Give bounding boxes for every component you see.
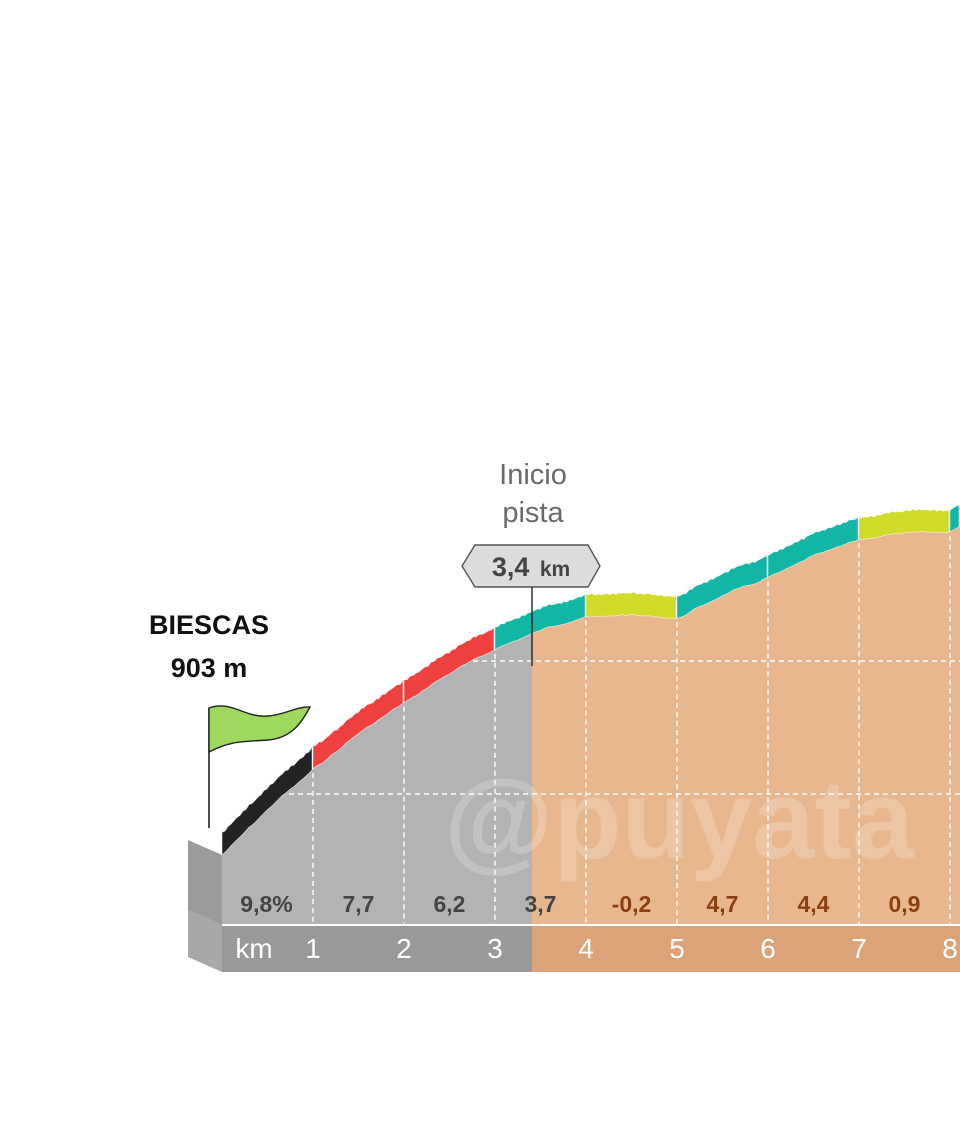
base-face-lower xyxy=(188,910,222,972)
km-tick-label: 2 xyxy=(396,933,412,964)
marker-value-number: 3,4 xyxy=(492,552,530,582)
gradient-ribbon xyxy=(221,504,960,856)
base-block xyxy=(188,840,222,972)
marker-label-line1: Inicio xyxy=(499,459,567,491)
km-tick-label: 7 xyxy=(851,933,867,964)
marker-value: 3,4 km xyxy=(492,552,570,582)
km-tick-label: 6 xyxy=(760,933,776,964)
km-axis: km 1 2 3 4 5 6 7 8 xyxy=(235,933,957,964)
km-axis-unit: km xyxy=(235,933,272,964)
ribbon-segment-red xyxy=(403,626,495,704)
km-tick-label: 8 xyxy=(942,933,958,964)
grade-label: 4,7 xyxy=(707,891,739,917)
km-tick-label: 3 xyxy=(487,933,503,964)
marker-value-unit: km xyxy=(540,558,570,581)
ribbon-segment-teal xyxy=(676,554,768,619)
grade-labels: 9,8% 7,7 6,2 3,7 -0,2 4,7 4,4 0,9 xyxy=(240,891,920,917)
ribbon-segment-lime xyxy=(585,591,677,619)
base-face-upper xyxy=(188,840,222,925)
grade-label: 3,7 xyxy=(525,891,557,917)
ribbon-segment-teal xyxy=(949,504,960,533)
ribbon-segment-teal xyxy=(767,516,859,579)
marker-label-line2: pista xyxy=(502,497,564,529)
grade-label: 6,2 xyxy=(434,891,466,917)
km-tick-label: 4 xyxy=(578,933,594,964)
grid xyxy=(280,535,960,925)
ribbon-segment-teal xyxy=(494,593,586,651)
grade-label: 9,8% xyxy=(240,891,292,917)
start-marker: BIESCAS 903 m xyxy=(149,610,312,828)
grade-label: 0,9 xyxy=(889,891,921,917)
ribbon-segment-red xyxy=(312,679,404,770)
profile-area xyxy=(222,526,960,925)
km-band xyxy=(222,924,960,972)
ribbon-segment-black xyxy=(221,745,313,856)
km-tick-label: 1 xyxy=(305,933,321,964)
grade-label: 7,7 xyxy=(343,891,375,917)
start-town: BIESCAS xyxy=(149,610,269,640)
track-area xyxy=(532,526,960,925)
km-tick-label: 5 xyxy=(669,933,685,964)
watermark: @puyata xyxy=(444,757,915,882)
km-band-track xyxy=(532,925,960,972)
start-altitude: 903 m xyxy=(171,653,248,683)
flag-icon xyxy=(208,705,312,754)
grade-label: -0,2 xyxy=(612,891,652,917)
marker-badge xyxy=(461,544,601,588)
km-band-paved xyxy=(222,925,532,972)
grade-label: 4,4 xyxy=(798,891,830,917)
ribbon-segment-lime xyxy=(858,508,950,540)
track-start-marker: Inicio pista 3,4 km xyxy=(461,459,601,666)
paved-area xyxy=(222,633,532,925)
